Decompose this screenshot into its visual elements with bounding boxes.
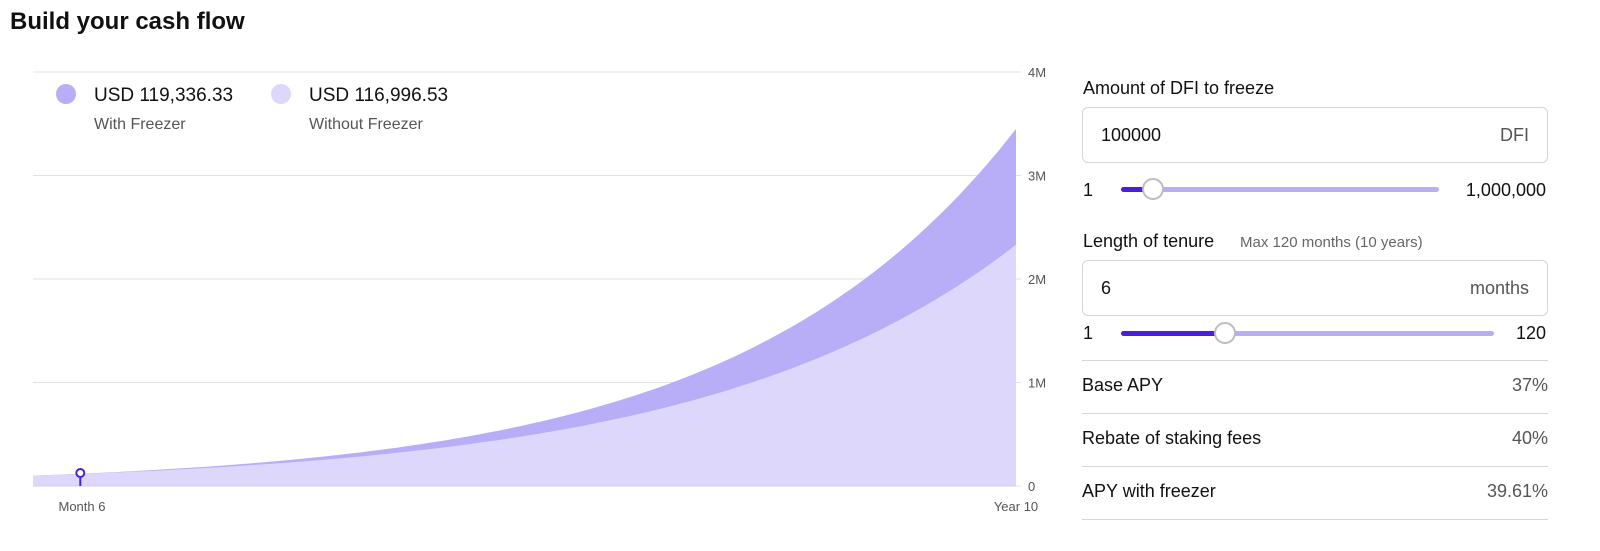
- legend-dot-without-freezer: [271, 84, 291, 104]
- tenure-slider-fill: [1121, 331, 1226, 336]
- tenure-slider[interactable]: [1121, 322, 1494, 344]
- stat-name: Base APY: [1082, 375, 1164, 395]
- tenure-slider-min: 1: [1083, 323, 1094, 343]
- tenure-slider-thumb[interactable]: [1214, 322, 1237, 344]
- tenure-field[interactable]: months: [1082, 260, 1548, 316]
- amount-slider-fill: [1121, 187, 1153, 192]
- y-tick-label: 4M: [1028, 65, 1046, 80]
- amount-slider-max: 1,000,000: [1465, 180, 1546, 200]
- series-area-without-freezer: [33, 244, 1016, 486]
- month-marker-icon: [75, 468, 86, 478]
- page-title: Build your cash flow: [10, 8, 245, 35]
- amount-label: Amount of DFI to freeze: [1083, 78, 1275, 98]
- stat-row-base-apy: Base APY 37%: [1082, 360, 1548, 414]
- y-tick-label: 2M: [1028, 272, 1046, 287]
- tenure-unit: months: [1469, 278, 1529, 298]
- stat-row-rebate: Rebate of staking fees 40%: [1082, 413, 1548, 467]
- amount-slider[interactable]: [1121, 178, 1439, 200]
- legend-value-without-freezer: USD 116,996.53: [309, 85, 449, 106]
- legend-label-with-freezer: With Freezer: [94, 116, 186, 133]
- y-tick-label: 3M: [1028, 169, 1046, 184]
- stat-value: 40%: [1511, 428, 1548, 448]
- tenure-slider-max: 120: [1515, 323, 1546, 343]
- stat-name: Rebate of staking fees: [1082, 428, 1262, 448]
- cash-flow-chart: 0 1M 2M 3M 4M Month 6 Year 10: [33, 65, 1046, 514]
- legend-value-with-freezer: USD 119,336.33: [94, 85, 234, 106]
- stat-row-apy-with-freezer: APY with freezer 39.61%: [1082, 466, 1548, 520]
- stat-value: 39.61%: [1486, 481, 1548, 501]
- legend-dot-with-freezer: [56, 84, 76, 104]
- tenure-hint: Max 120 months (10 years): [1240, 234, 1423, 251]
- legend-label-without-freezer: Without Freezer: [309, 116, 423, 133]
- x-tick-label: Month 6: [59, 499, 106, 514]
- amount-slider-thumb[interactable]: [1141, 178, 1164, 200]
- amount-input[interactable]: [1101, 108, 1421, 162]
- y-tick-label: 1M: [1028, 376, 1046, 391]
- amount-field[interactable]: DFI: [1082, 107, 1548, 163]
- x-tick-label: Year 10: [994, 499, 1038, 514]
- freezer-settings-panel: Amount of DFI to freeze DFI 1 1,000,000 …: [1082, 0, 1584, 551]
- tenure-input[interactable]: [1101, 261, 1421, 315]
- tenure-label: Length of tenure: [1083, 231, 1215, 251]
- amount-slider-min: 1: [1083, 180, 1094, 200]
- stat-value: 37%: [1511, 375, 1548, 395]
- y-tick-label: 0: [1028, 479, 1035, 494]
- stat-name: APY with freezer: [1082, 481, 1216, 501]
- amount-unit: DFI: [1500, 125, 1529, 145]
